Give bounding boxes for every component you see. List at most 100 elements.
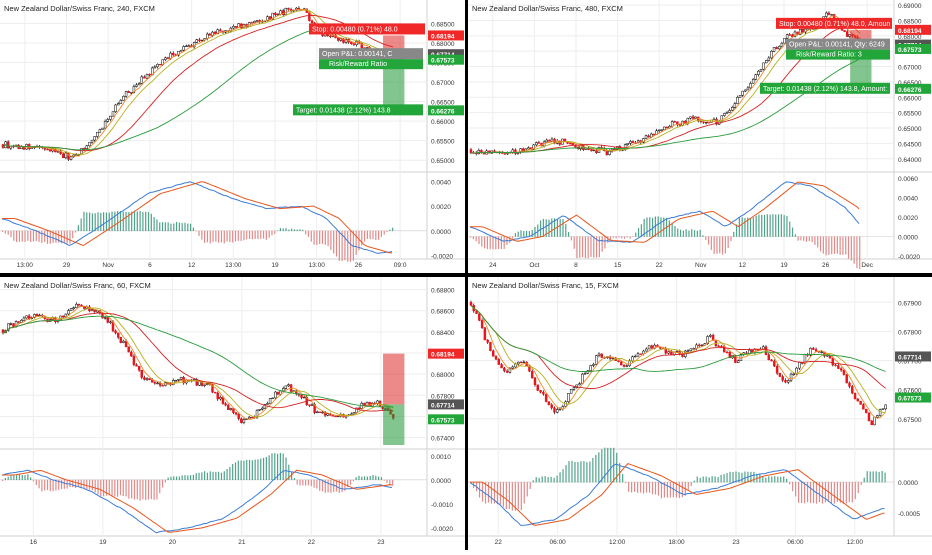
candle-down: [171, 52, 175, 56]
histogram-bar-down: [333, 230, 335, 254]
candle-down: [814, 349, 818, 352]
chart-panel-240[interactable]: 0.685000.680000.675000.670000.665000.660…: [0, 0, 465, 273]
candle-up: [645, 348, 648, 352]
candle-up: [780, 42, 784, 47]
candle-down: [533, 377, 537, 386]
histogram-bar-down: [570, 236, 572, 241]
histogram-bar-up: [181, 223, 183, 232]
histogram-bar-up: [622, 473, 624, 483]
candle-up: [6, 323, 10, 331]
candle-up: [798, 28, 802, 35]
histogram-bar-down: [305, 230, 307, 235]
candle-up: [569, 389, 573, 394]
macd-line: [1, 469, 393, 534]
histogram-bar-down: [145, 479, 147, 501]
histogram-bar-up: [181, 475, 183, 481]
chart-panel-15[interactable]: 0.67900 0.67800 0.67700 0.67600 0.67500 0.000…: [468, 277, 932, 550]
histogram-bar-down: [111, 479, 113, 497]
histogram-bar-down: [313, 230, 315, 245]
candle-down: [17, 321, 20, 323]
histogram-bar-up: [702, 476, 704, 483]
histogram-bar-down: [526, 482, 528, 497]
histogram-bar-down: [730, 236, 732, 242]
histogram-bar-down: [142, 479, 144, 500]
histogram-bar-down: [260, 230, 262, 239]
histogram-bar-down: [10, 230, 12, 238]
histogram-bar-down: [105, 479, 108, 496]
histogram-bar-down: [490, 482, 493, 504]
histogram-bar-down: [38, 230, 40, 242]
histogram-bar-up: [226, 468, 228, 481]
histogram-bar-up: [688, 230, 690, 237]
histogram-bar-up: [789, 221, 791, 237]
chart-svg-480[interactable]: 0.690000.685000.680000.675000.670000.665…: [468, 0, 932, 273]
candle-down: [119, 337, 123, 343]
histogram-bar-up: [167, 222, 169, 232]
candle-down: [600, 353, 604, 358]
candle-up: [785, 34, 789, 39]
histogram-bar-up: [699, 477, 701, 483]
histogram-bar-down: [103, 479, 105, 497]
histogram-bar-down: [52, 230, 54, 243]
histogram-bar-down: [576, 236, 578, 259]
histogram-bar-up: [705, 476, 707, 483]
candle-down: [631, 141, 635, 144]
histogram-bar-down: [514, 482, 516, 511]
price-tick-label: 0.67900: [898, 300, 922, 307]
histogram-bar-up: [682, 230, 684, 237]
histogram-bar-up: [175, 476, 178, 481]
candle-up: [746, 87, 750, 91]
histogram-bar-up: [190, 475, 192, 481]
chart-svg-15[interactable]: 0.67900 0.67800 0.67700 0.67600 0.67500 0.000…: [468, 277, 932, 550]
histogram-bar-up: [735, 224, 738, 237]
histogram-bar-down: [822, 236, 824, 254]
chart-svg-60[interactable]: 0.688000.686000.684000.682000.680000.678…: [0, 277, 465, 550]
histogram-bar-down: [24, 230, 26, 242]
chart-panel-480[interactable]: 0.690000.685000.680000.675000.670000.665…: [468, 0, 932, 273]
histogram-bar-down: [330, 230, 332, 250]
histogram-bar-up: [268, 455, 270, 481]
histogram-bar-up: [539, 220, 542, 237]
price-tick-label: 0.68600: [431, 309, 455, 316]
histogram-bar-down: [147, 479, 150, 500]
histogram-bar-up: [77, 225, 79, 232]
chart-panel-60[interactable]: 0.688000.686000.684000.682000.680000.678…: [0, 277, 465, 550]
histogram-bar-down: [220, 230, 223, 243]
histogram-bar-up: [559, 472, 561, 483]
histogram-bar-up: [708, 477, 710, 483]
histogram-bar-up: [763, 214, 766, 237]
horizontal-divider[interactable]: [0, 273, 932, 277]
price-tag-price: [895, 351, 931, 362]
histogram-bar-down: [824, 482, 827, 503]
histogram-bar-down: [72, 230, 74, 239]
price-tick-label: 0.69000: [898, 3, 922, 10]
candle-down: [82, 148, 86, 150]
histogram-bar-down: [83, 479, 85, 488]
candle-up: [770, 51, 773, 59]
histogram-bar-up: [551, 218, 553, 237]
candle-down: [329, 35, 332, 37]
histogram-bar-up: [369, 476, 371, 481]
price-tag-price: [428, 49, 464, 60]
macd-tick-label: -0.0020: [898, 254, 920, 261]
histogram-bar-down: [108, 479, 110, 496]
histogram-bar-up: [761, 214, 763, 237]
histogram-bar-up: [150, 213, 152, 232]
histogram-bar-up: [128, 212, 130, 232]
candle-up: [88, 142, 91, 147]
histogram-bar-down: [369, 230, 371, 240]
candle-up: [109, 321, 112, 323]
candle-down: [350, 41, 353, 44]
histogram-bar-up: [279, 228, 281, 232]
chart-svg-240[interactable]: 0.685000.680000.675000.670000.665000.660…: [0, 0, 465, 273]
histogram-bar-up: [237, 460, 239, 481]
histogram-bar-down: [74, 479, 77, 489]
histogram-bar-down: [94, 479, 96, 493]
histogram-bar-up: [657, 216, 659, 237]
ma-slow-line: [470, 305, 886, 390]
histogram-bar-up: [548, 219, 550, 237]
candle-down: [360, 43, 363, 49]
candle-down: [652, 133, 656, 136]
histogram-bar-up: [685, 229, 687, 237]
candle-down: [148, 73, 151, 76]
